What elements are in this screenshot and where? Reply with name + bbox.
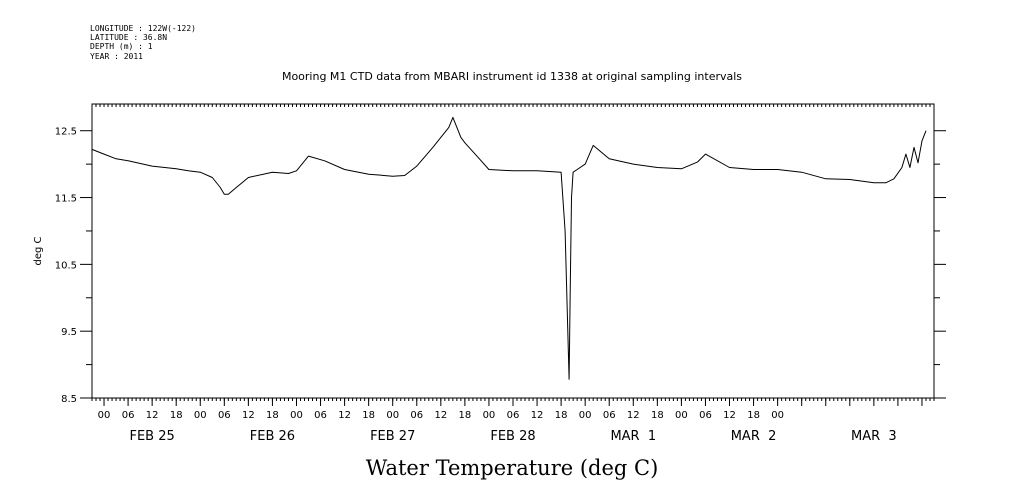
plot-frame: [91, 103, 935, 399]
x-tick-label: 00: [194, 410, 207, 421]
x-tick-label: 00: [579, 410, 592, 421]
x-tick-label: 12: [531, 410, 544, 421]
x-tick-label: 00: [290, 410, 303, 421]
y-tick-label: 11.5: [55, 194, 77, 205]
chart-title: Mooring M1 CTD data from MBARI instrumen…: [282, 70, 742, 83]
temperature-series-line: [91, 116, 927, 380]
day-label: MAR 3: [851, 429, 897, 444]
y-tick-label: 9.5: [61, 327, 77, 338]
day-label: MAR 2: [731, 429, 777, 444]
x-tick-label: 18: [266, 410, 279, 421]
x-tick-label: 12: [723, 410, 736, 421]
x-tick-label: 00: [386, 410, 399, 421]
x-tick-label: 18: [651, 410, 664, 421]
latitude-label: LATITUDE : 36.8N: [90, 33, 167, 42]
day-label: MAR 1: [610, 429, 656, 444]
x-tick-label: 00: [675, 410, 688, 421]
x-tick-label: 12: [338, 410, 351, 421]
x-tick-label: 18: [362, 410, 375, 421]
axis-ticks: [80, 104, 946, 406]
series-group: [91, 116, 927, 380]
day-label: FEB 27: [370, 429, 415, 444]
x-tick-label: 06: [410, 410, 423, 421]
x-tick-label: 00: [771, 410, 784, 421]
x-tick-label: 06: [122, 410, 135, 421]
y-axis-label: deg C: [33, 236, 44, 265]
day-label: FEB 28: [490, 429, 535, 444]
year-label: YEAR : 2011: [90, 52, 143, 61]
x-tick-label: 12: [627, 410, 640, 421]
y-tick-labels: 12.5 11.5 10.5 9.5 8.5: [55, 127, 77, 405]
x-axis-title: Water Temperature (deg C): [366, 456, 659, 480]
day-label: FEB 26: [250, 429, 295, 444]
day-labels: FEB 25 FEB 26 FEB 27 FEB 28 MAR 1 MAR 2 MAR 3: [129, 429, 896, 444]
longitude-label: LONGITUDE : 122W(-122): [90, 24, 196, 33]
x-tick-label: 06: [314, 410, 327, 421]
y-tick-label: 10.5: [55, 260, 77, 271]
y-tick-label: 12.5: [55, 127, 77, 138]
x-tick-label: 00: [483, 410, 496, 421]
x-tick-label: 18: [747, 410, 760, 421]
y-tick-label: 8.5: [61, 394, 77, 405]
x-tick-label: 06: [218, 410, 231, 421]
x-tick-label: 06: [699, 410, 712, 421]
x-tick-label: 18: [170, 410, 183, 421]
x-tick-label: 12: [242, 410, 255, 421]
x-tick-label: 18: [555, 410, 568, 421]
x-tick-label: 12: [146, 410, 159, 421]
x-tick-label: 06: [507, 410, 520, 421]
x-tick-labels: 00 06 12 18 00 06 12 18 00 06 12 18 00 06 12 18 00 06 12 18…: [98, 410, 784, 421]
day-label: FEB 25: [129, 429, 174, 444]
x-tick-label: 12: [434, 410, 447, 421]
x-tick-label: 18: [459, 410, 472, 421]
depth-label: DEPTH (m) : 1: [90, 42, 153, 51]
x-tick-label: 00: [98, 410, 111, 421]
x-tick-label: 06: [603, 410, 616, 421]
